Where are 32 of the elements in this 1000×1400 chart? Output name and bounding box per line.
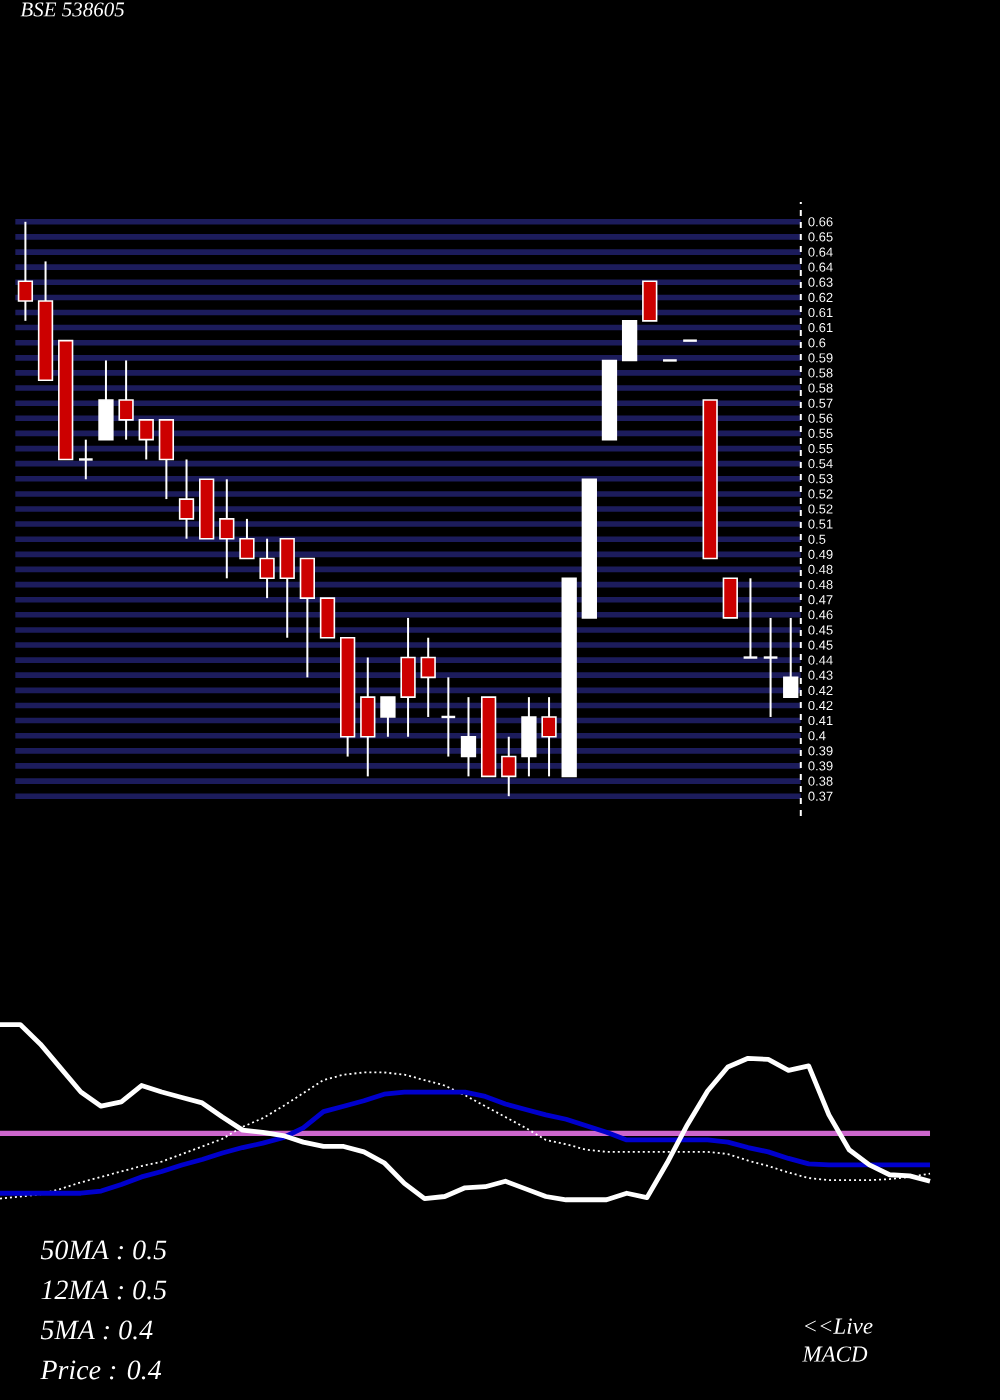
candlestick <box>501 735 517 798</box>
candlestick <box>299 557 316 679</box>
text: 12MA : 0.5 <box>41 1280 167 1300</box>
candlestick <box>380 696 396 738</box>
candlestick <box>279 537 295 639</box>
candlestick <box>621 320 638 362</box>
chart-title: BSE 538605 <box>20 2 125 17</box>
candlestick <box>762 616 779 718</box>
candlestick <box>541 696 557 778</box>
candlestick <box>521 696 537 778</box>
candlestick <box>239 517 255 560</box>
candlestick <box>138 418 154 461</box>
candlestick <box>360 656 376 778</box>
text: 5MA : 0.4 <box>40 1320 153 1340</box>
candlestick <box>17 220 34 322</box>
candlestick <box>460 696 477 778</box>
candlestick <box>259 537 275 600</box>
text: 50MA : 0.5 <box>40 1240 167 1260</box>
candlestick <box>98 359 114 441</box>
candlestick <box>722 577 738 619</box>
text: Price : 0.4 <box>40 1360 162 1380</box>
candlestick <box>400 616 416 738</box>
candlestick <box>118 359 134 441</box>
candlestick <box>219 478 235 580</box>
text: <<Live MACD <box>802 1318 873 1362</box>
candlestick <box>77 438 94 481</box>
candlestick <box>742 577 759 659</box>
candlestick <box>158 418 175 501</box>
candlestick <box>178 458 195 540</box>
candlestick <box>642 280 658 322</box>
candlestick <box>319 597 336 639</box>
candlestick <box>420 636 436 718</box>
